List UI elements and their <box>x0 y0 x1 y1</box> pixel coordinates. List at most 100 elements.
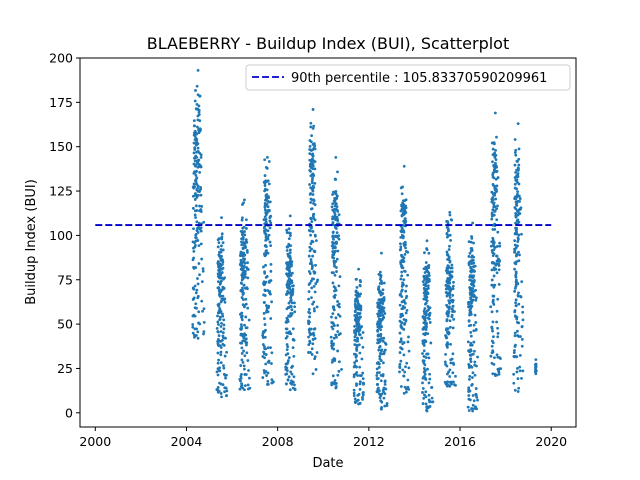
data-point <box>199 242 203 246</box>
data-point <box>223 373 227 377</box>
data-point <box>469 343 472 347</box>
data-point <box>308 183 311 186</box>
data-point <box>337 237 341 241</box>
data-point <box>333 293 337 297</box>
data-point <box>240 282 243 285</box>
data-point <box>357 332 361 336</box>
data-point <box>467 263 471 267</box>
data-point <box>287 375 291 379</box>
data-point <box>309 233 312 237</box>
data-point <box>379 394 383 398</box>
data-point <box>330 321 334 324</box>
data-point <box>382 352 386 356</box>
data-point <box>447 299 451 303</box>
data-point <box>429 400 433 404</box>
data-point <box>422 396 426 400</box>
data-point <box>491 183 495 186</box>
data-point <box>422 275 426 278</box>
data-point <box>495 218 499 222</box>
data-point <box>421 352 424 355</box>
data-point <box>222 366 226 370</box>
data-point <box>473 363 477 367</box>
data-point <box>361 395 364 399</box>
data-point <box>380 407 383 411</box>
data-point <box>216 361 220 365</box>
data-point <box>471 376 474 379</box>
data-point <box>423 363 427 367</box>
data-point <box>423 393 426 397</box>
data-point <box>199 210 203 213</box>
data-point <box>516 240 520 243</box>
data-point <box>264 370 268 373</box>
data-point <box>424 322 427 326</box>
data-point <box>240 260 243 264</box>
data-point <box>289 332 293 336</box>
data-point <box>423 319 427 323</box>
data-point <box>287 274 290 278</box>
data-point <box>337 360 341 364</box>
data-point <box>291 290 295 294</box>
data-point <box>496 355 500 359</box>
x-tick-label: 2016 <box>444 434 476 449</box>
data-point <box>358 317 361 320</box>
data-point <box>288 261 291 265</box>
data-point <box>197 244 201 247</box>
data-point <box>476 355 479 359</box>
data-point <box>197 221 201 225</box>
data-point <box>194 179 197 182</box>
data-point <box>377 365 381 369</box>
data-point <box>285 372 289 376</box>
data-point <box>406 385 410 389</box>
data-point <box>194 174 198 177</box>
data-point <box>402 206 406 209</box>
data-point <box>516 236 520 240</box>
data-point <box>382 299 385 303</box>
data-point <box>518 253 521 257</box>
data-point <box>329 335 333 339</box>
data-point <box>312 284 316 288</box>
data-point <box>446 253 449 257</box>
data-point <box>399 247 403 251</box>
data-point <box>375 389 379 393</box>
y-tick-label: 100 <box>49 228 73 243</box>
data-point <box>400 313 404 317</box>
data-point <box>311 230 315 233</box>
data-point <box>514 274 518 278</box>
data-point <box>264 362 268 366</box>
data-point <box>248 376 251 380</box>
data-point <box>385 404 389 408</box>
data-point <box>246 276 250 280</box>
data-point <box>425 239 429 243</box>
data-point <box>240 315 244 319</box>
data-point <box>265 274 269 278</box>
data-point <box>336 170 339 174</box>
data-point <box>243 367 246 371</box>
data-point <box>264 213 268 217</box>
data-point <box>427 277 431 281</box>
data-point <box>452 380 455 384</box>
data-point <box>471 407 474 411</box>
data-point <box>310 261 313 265</box>
data-point <box>422 332 425 336</box>
data-point <box>514 207 518 211</box>
data-point <box>448 384 452 388</box>
data-point <box>241 361 245 364</box>
data-point <box>334 289 338 292</box>
data-point <box>406 378 410 382</box>
data-point <box>222 286 226 290</box>
y-tick-label: 150 <box>49 139 73 154</box>
data-point <box>518 365 522 369</box>
data-point <box>473 349 476 353</box>
data-point <box>288 271 292 275</box>
data-point <box>514 228 518 232</box>
data-point <box>398 366 402 370</box>
data-point <box>265 304 268 307</box>
data-point <box>445 235 449 239</box>
data-point <box>245 326 249 330</box>
data-point <box>404 246 407 250</box>
data-point <box>221 248 225 252</box>
data-point <box>264 328 267 332</box>
data-point <box>383 312 387 315</box>
data-point <box>290 382 294 386</box>
legend: 90th percentile : 105.83370590209961 <box>245 64 571 91</box>
